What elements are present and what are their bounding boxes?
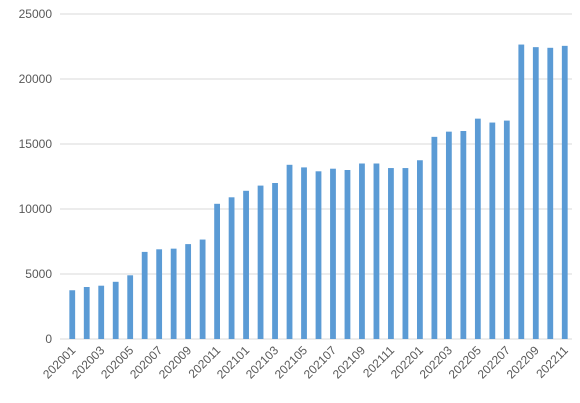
bar — [532, 47, 539, 340]
bar — [83, 287, 90, 339]
bar — [330, 168, 336, 339]
bar — [474, 118, 481, 340]
bar — [286, 164, 293, 339]
x-tick-label: 202211 — [533, 343, 571, 381]
bar — [243, 190, 249, 339]
bar — [228, 197, 235, 339]
bar — [272, 183, 278, 339]
bar — [503, 120, 510, 339]
y-tick-label: 10000 — [19, 202, 53, 216]
bar — [199, 239, 206, 339]
x-tick-label: 202109 — [330, 343, 368, 381]
bar — [489, 122, 496, 339]
bar — [359, 163, 365, 339]
bar — [373, 163, 380, 339]
bar — [98, 285, 105, 339]
bar — [69, 290, 76, 339]
y-tick-label: 25000 — [19, 7, 53, 21]
bar — [417, 160, 423, 339]
bar — [112, 281, 119, 339]
bar — [257, 185, 264, 339]
y-tick-label: 15000 — [19, 137, 53, 151]
bar — [344, 170, 351, 339]
bar — [402, 168, 409, 339]
x-tick-label: 202009 — [156, 343, 194, 381]
y-tick-label: 20000 — [19, 72, 53, 86]
bar — [518, 44, 525, 340]
bar — [431, 136, 438, 339]
bar — [185, 244, 192, 339]
y-tick-label: 0 — [45, 332, 52, 346]
bar — [388, 168, 394, 339]
bar — [170, 248, 177, 339]
bar — [127, 275, 134, 339]
bar — [445, 131, 452, 339]
bar — [156, 249, 163, 339]
bar — [315, 171, 322, 339]
bar — [141, 251, 148, 339]
bar — [547, 47, 554, 340]
bar — [561, 45, 568, 339]
y-tick-label: 5000 — [25, 267, 52, 281]
bar — [460, 131, 467, 339]
bar — [301, 167, 307, 339]
bar — [214, 203, 220, 339]
x-tick-label: 202209 — [504, 343, 542, 381]
